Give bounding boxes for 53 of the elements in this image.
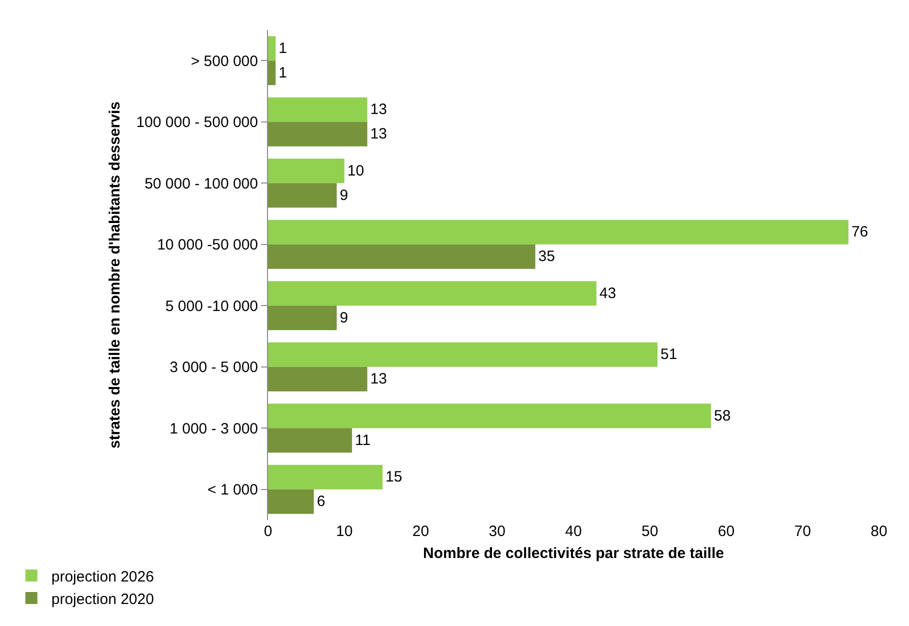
data-label: 58 <box>714 407 731 424</box>
data-label: 9 <box>340 186 348 204</box>
y-tick-label: 50 000 - 100 000 <box>144 175 258 192</box>
y-tick-label: < 1 000 <box>208 482 258 499</box>
y-tick-label: 5 000 -10 000 <box>165 298 258 315</box>
bar <box>268 97 368 122</box>
legend-label: projection 2026 <box>51 568 154 586</box>
bar <box>268 306 337 330</box>
x-tick-label: 40 <box>565 523 582 540</box>
bar <box>268 404 711 428</box>
x-tick-label: 10 <box>336 523 353 540</box>
data-label: 1 <box>278 64 287 82</box>
y-tick-label: 3 000 - 5 000 <box>170 359 258 376</box>
data-label: 13 <box>370 101 387 118</box>
y-tick-label: > 500 000 <box>190 52 258 70</box>
data-label: 15 <box>386 468 402 486</box>
bar <box>268 122 368 146</box>
legend-label: projection 2020 <box>51 590 154 608</box>
data-label: 10 <box>347 162 364 180</box>
x-tick-label: 60 <box>718 523 735 540</box>
bar <box>268 342 658 367</box>
bar <box>268 158 344 184</box>
data-label: 76 <box>851 224 868 241</box>
bar <box>268 183 337 208</box>
bar <box>268 489 314 514</box>
x-tick-label: 80 <box>870 523 888 540</box>
data-label: 51 <box>660 346 678 364</box>
x-tick-label: 50 <box>642 523 658 540</box>
x-tick-label: 20 <box>412 523 430 540</box>
data-label: 13 <box>370 370 387 388</box>
data-label: 11 <box>355 432 371 449</box>
bar <box>268 281 596 306</box>
bar <box>268 464 383 490</box>
y-tick-label: 1 000 - 3 000 <box>170 420 258 438</box>
x-tick-label: 70 <box>794 523 811 540</box>
bar <box>268 428 352 453</box>
x-tick-label: 0 <box>264 523 272 540</box>
bar <box>268 36 276 61</box>
data-label: 6 <box>316 493 326 510</box>
bar <box>268 366 368 392</box>
y-tick-label: 10 000 -50 000 <box>157 236 258 254</box>
data-label: 13 <box>370 126 387 143</box>
data-label: 1 <box>278 40 287 57</box>
y-axis-title: strates de taille en nombre d'habitants desservis <box>106 101 124 449</box>
y-tick-label: 100 000 - 500 000 <box>136 114 258 132</box>
x-axis-title: Nombre de collectivités par strate de taille <box>423 545 724 562</box>
x-tick-label: 30 <box>488 523 506 540</box>
bar <box>268 244 536 269</box>
data-label: 35 <box>538 248 555 266</box>
data-label: 9 <box>340 309 348 326</box>
data-label: 43 <box>599 284 616 302</box>
bar <box>268 220 848 244</box>
bar <box>268 60 276 86</box>
